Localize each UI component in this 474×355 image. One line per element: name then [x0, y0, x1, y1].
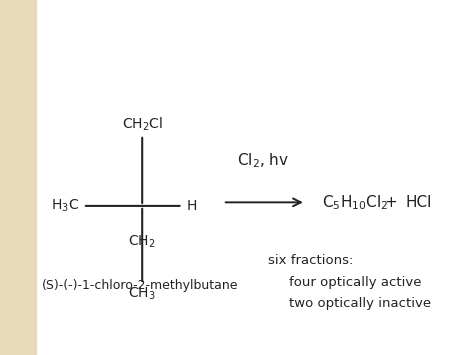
FancyArrowPatch shape	[226, 198, 301, 206]
Text: +: +	[385, 195, 397, 210]
Text: CH$_2$: CH$_2$	[128, 233, 156, 250]
Bar	[0, 0, 36, 355]
Text: H: H	[186, 199, 197, 213]
Text: CH$_3$: CH$_3$	[128, 286, 156, 302]
Text: C$_5$H$_{10}$Cl$_2$: C$_5$H$_{10}$Cl$_2$	[322, 193, 389, 212]
Text: CH$_2$Cl: CH$_2$Cl	[122, 116, 163, 133]
Text: four optically active: four optically active	[289, 276, 422, 289]
Text: two optically inactive: two optically inactive	[289, 297, 431, 310]
Text: six fractions:: six fractions:	[268, 255, 353, 267]
Text: (S)-(-)-1-chloro-2-methylbutane: (S)-(-)-1-chloro-2-methylbutane	[42, 279, 238, 292]
Text: Cl$_2$, hv: Cl$_2$, hv	[237, 152, 289, 170]
Text: H$_3$C: H$_3$C	[51, 198, 79, 214]
Text: HCl: HCl	[405, 195, 432, 210]
